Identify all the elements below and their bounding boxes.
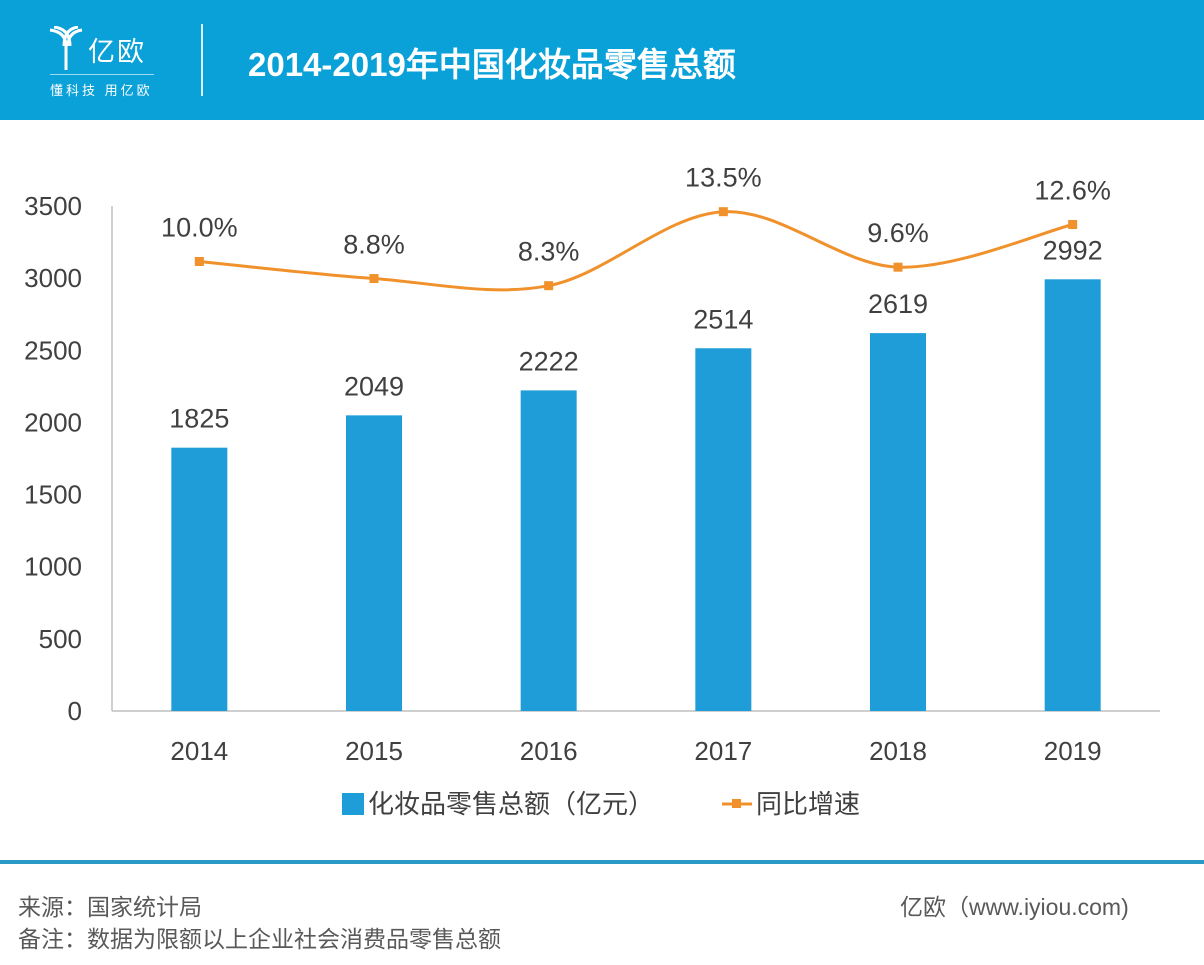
source-text: 来源：国家统计局 [18, 894, 202, 920]
growth-marker [1068, 219, 1078, 229]
growth-data-label: 12.6% [1034, 175, 1111, 205]
bar [870, 333, 926, 711]
x-tick-label: 2014 [170, 736, 228, 766]
page-title: 2014-2019年中国化妆品零售总额 [248, 46, 736, 83]
x-tick-label: 2015 [345, 736, 403, 766]
growth-marker [369, 274, 379, 284]
growth-line [199, 210, 1074, 292]
y-tick-label: 0 [68, 696, 82, 726]
header-bar: 亿欧 懂科技 用亿欧 2014-2019年中国化妆品零售总额 [0, 0, 1204, 120]
bar [171, 447, 228, 711]
y-tick-label: 3000 [24, 263, 82, 293]
bar [1044, 279, 1101, 711]
yiou-y-icon [49, 26, 83, 70]
logo-divider [50, 74, 154, 75]
bar [695, 348, 752, 711]
x-tick-label: 2016 [520, 736, 578, 766]
growth-data-label: 8.8% [343, 230, 405, 260]
growth-data-label: 9.6% [867, 218, 929, 248]
x-tick-label: 2017 [694, 736, 752, 766]
bar-data-label: 2222 [519, 346, 579, 376]
y-tick-label: 3500 [24, 191, 82, 221]
y-tick-label: 2000 [24, 407, 82, 437]
bar-data-label: 2514 [693, 304, 753, 334]
y-tick-label: 1000 [24, 552, 82, 582]
chart: 0 500 1000 1500 2000 2500 3000 3500 2014 1825 2015… [24, 163, 1160, 819]
y-tick-label: 500 [39, 624, 82, 654]
growth-marker [544, 281, 554, 291]
bar-data-label: 1825 [169, 404, 229, 434]
y-tick-label: 1500 [24, 480, 82, 510]
logo-slogan: 懂科技 用亿欧 [50, 83, 153, 98]
bar-data-label: 2992 [1043, 235, 1103, 265]
x-tick-label: 2019 [1044, 736, 1102, 766]
footer-divider [0, 860, 1204, 864]
bar-data-label: 2619 [868, 289, 928, 319]
growth-marker [718, 207, 728, 217]
bar [346, 415, 402, 711]
bar [520, 390, 577, 711]
header-divider [201, 24, 203, 96]
legend-bar-label: 化妆品零售总额（亿元） [368, 789, 654, 819]
note-text: 备注：数据为限额以上企业社会消费品零售总额 [18, 926, 501, 952]
logo-name: 亿欧 [88, 37, 146, 67]
legend-line-label: 同比增速 [756, 789, 860, 819]
growth-data-label: 8.3% [518, 237, 580, 267]
growth-data-label: 13.5% [685, 163, 762, 193]
x-tick-label: 2018 [869, 736, 927, 766]
growth-data-label: 10.0% [161, 212, 238, 242]
legend-line-marker [732, 799, 741, 808]
bar-data-label: 2049 [344, 371, 404, 401]
growth-marker [194, 256, 204, 266]
credit-text: 亿欧（www.iyiou.com) [900, 894, 1129, 920]
legend-bar-swatch [342, 793, 364, 815]
y-tick-label: 2500 [24, 335, 82, 365]
yiou-logo: 亿欧 懂科技 用亿欧 [48, 22, 158, 102]
growth-marker [893, 262, 903, 272]
